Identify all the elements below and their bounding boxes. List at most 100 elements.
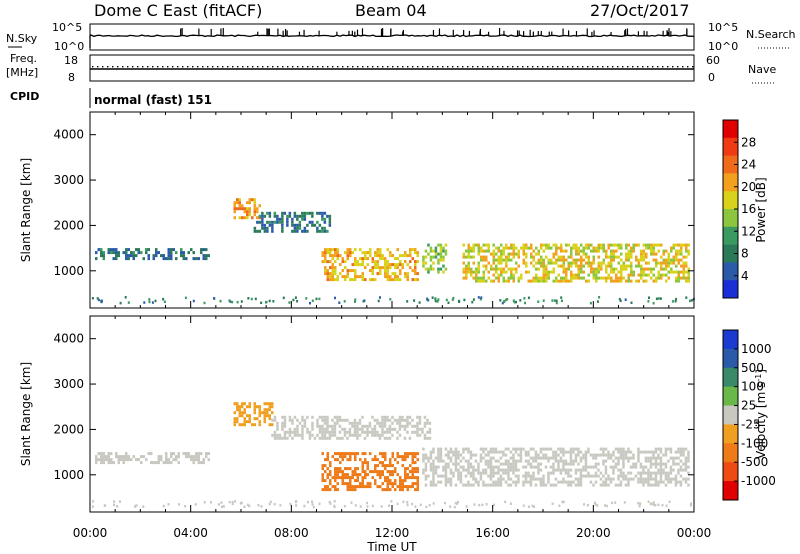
- heatmap-cell: [368, 430, 372, 434]
- ground-scatter: [522, 504, 525, 507]
- heatmap-cell: [379, 266, 382, 270]
- heatmap-cell: [354, 248, 357, 252]
- heatmap-cell: [655, 276, 658, 280]
- heatmap-cell: [398, 415, 402, 419]
- heatmap-cell: [467, 465, 470, 469]
- heatmap-cell: [321, 418, 324, 422]
- heatmap-cell: [630, 279, 633, 283]
- heatmap-cell: [614, 456, 618, 460]
- ground-scatter: [454, 501, 457, 505]
- heatmap-cell: [585, 261, 588, 265]
- heatmap-cell: [570, 276, 573, 280]
- heatmap-cell: [632, 273, 635, 277]
- heatmap-cell: [654, 456, 658, 460]
- heatmap-cell: [665, 264, 668, 268]
- heatmap-cell: [667, 447, 670, 451]
- heatmap-cell: [457, 474, 460, 478]
- heatmap-cell: [409, 470, 412, 474]
- nave-dot: [452, 66, 454, 68]
- heatmap-cell: [657, 453, 660, 457]
- heatmap-cell: [286, 220, 289, 224]
- nave-label: Nave: [748, 63, 776, 76]
- heatmap-cell: [617, 243, 620, 247]
- heatmap-cell: [575, 273, 578, 277]
- heatmap-cell: [398, 433, 402, 437]
- heatmap-cell: [570, 255, 573, 259]
- heatmap-cell: [251, 216, 254, 220]
- heatmap-cell: [351, 269, 354, 273]
- heatmap-cell: [684, 468, 688, 472]
- heatmap-cell: [494, 465, 498, 469]
- heatmap-cell: [585, 246, 588, 250]
- heatmap-cell: [489, 465, 493, 469]
- heatmap-cell: [388, 430, 392, 434]
- heatmap-cell: [276, 220, 279, 224]
- heatmap-cell: [537, 477, 540, 481]
- heatmap-cell: [484, 483, 488, 487]
- heatmap-cell: [477, 252, 480, 256]
- heatmap-cell: [674, 480, 678, 484]
- heatmap-cell: [389, 251, 392, 255]
- heatmap-cell: [434, 468, 438, 472]
- ground-scatter: [657, 297, 660, 300]
- heatmap-cell: [475, 279, 478, 283]
- heatmap-cell: [406, 424, 409, 428]
- heatmap-cell: [414, 488, 417, 492]
- heatmap-cell: [634, 462, 638, 466]
- heatmap-cell: [484, 468, 488, 472]
- heatmap-cell: [574, 456, 578, 460]
- heatmap-cell: [627, 273, 630, 277]
- heatmap-cell: [336, 482, 339, 486]
- heatmap-cell: [539, 456, 543, 460]
- heatmap-cell: [625, 246, 628, 250]
- heatmap-cell: [500, 267, 503, 271]
- heatmap-cell: [644, 477, 648, 481]
- heatmap-cell: [645, 261, 648, 265]
- heatmap-cell: [597, 267, 600, 271]
- heatmap-cell: [595, 246, 598, 250]
- heatmap-cell: [364, 254, 367, 258]
- ground-scatter: [307, 500, 309, 504]
- heatmap-cell: [459, 477, 463, 481]
- heatmap-cell: [256, 405, 259, 409]
- heatmap-cell: [514, 450, 518, 454]
- ground-scatter: [451, 298, 454, 301]
- heatmap-cell: [647, 246, 650, 250]
- heatmap-cell: [637, 273, 640, 277]
- heatmap-cell: [687, 276, 690, 280]
- heatmap-cell: [324, 488, 327, 492]
- heatmap-cell: [102, 254, 105, 258]
- nave-dot: [467, 66, 469, 68]
- heatmap-cell: [480, 258, 483, 262]
- heatmap-cell: [324, 257, 327, 261]
- heatmap-cell: [115, 455, 118, 459]
- heatmap-cell: [396, 418, 399, 422]
- heatmap-cell: [238, 423, 241, 427]
- heatmap-cell: [361, 260, 364, 264]
- heatmap-cell: [263, 420, 266, 424]
- heatmap-cell: [429, 450, 433, 454]
- ground-scatter: [243, 505, 246, 508]
- heatmap-cell: [321, 479, 324, 483]
- heatmap-cell: [371, 476, 374, 480]
- ground-scatter: [434, 297, 437, 300]
- ground-scatter: [630, 301, 633, 305]
- heatmap-cell: [384, 275, 387, 279]
- heatmap-cell: [125, 455, 128, 459]
- heatmap-cell: [356, 473, 359, 477]
- heatmap-cell: [660, 273, 663, 277]
- heatmap-cell: [353, 433, 357, 437]
- heatmap-cell: [130, 254, 133, 258]
- heatmap-cell: [492, 252, 495, 256]
- heatmap-cell: [654, 450, 658, 454]
- x-tick-label: 20:00: [576, 526, 611, 540]
- heatmap-cell: [371, 272, 374, 276]
- heatmap-cell: [529, 474, 533, 478]
- heatmap-cell: [454, 453, 458, 457]
- heatmap-cell: [401, 415, 404, 419]
- heatmap-cell: [540, 264, 543, 268]
- heatmap-cell: [268, 408, 271, 412]
- heatmap-cell: [480, 249, 483, 253]
- heatmap-cell: [356, 467, 359, 471]
- heatmap-cell: [281, 226, 284, 230]
